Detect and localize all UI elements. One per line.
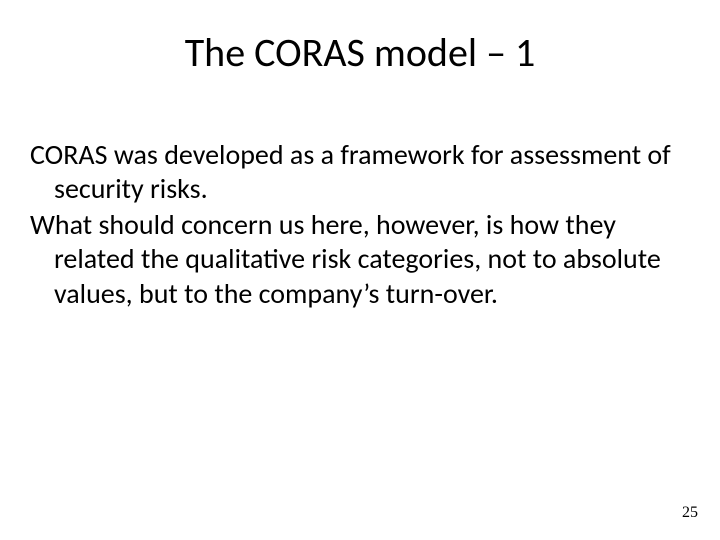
slide-title: The CORAS model – 1 — [0, 28, 720, 77]
body-paragraph-1: CORAS was developed as a framework for a… — [30, 138, 690, 206]
slide-body: CORAS was developed as a framework for a… — [30, 138, 690, 313]
body-paragraph-2: What should concern us here, however, is… — [30, 208, 690, 310]
slide: The CORAS model – 1 CORAS was developed … — [0, 0, 720, 540]
page-number: 25 — [682, 504, 698, 522]
